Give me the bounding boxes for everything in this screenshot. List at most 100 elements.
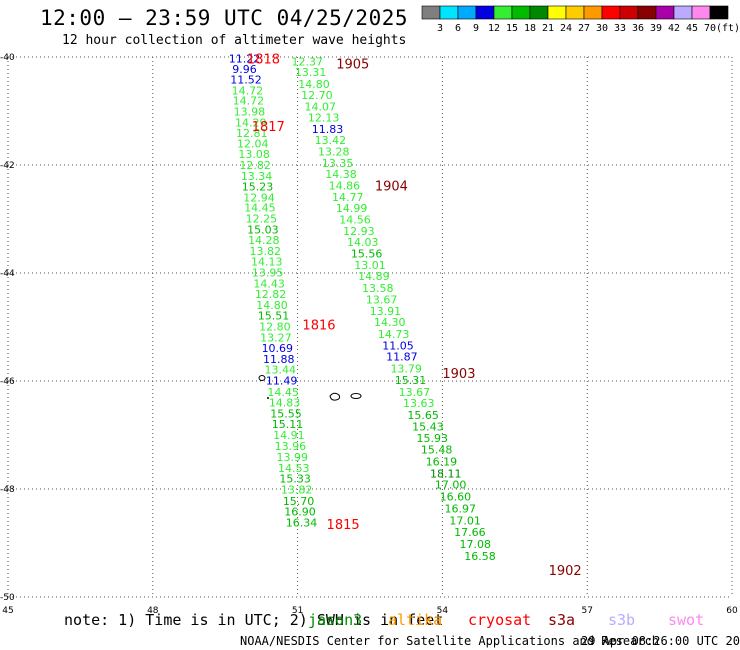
colorbar-swatch bbox=[547, 5, 567, 20]
colorbar-swatch bbox=[529, 5, 549, 20]
series-cryosat: 11.229.9611.5214.7214.7213.9814.2912.811… bbox=[229, 53, 317, 530]
data-points: 11.229.9611.5214.7214.7213.9814.2912.811… bbox=[229, 53, 496, 563]
colorbar-swatch bbox=[421, 5, 441, 20]
wave-height-point: 14.73 bbox=[378, 328, 410, 341]
colorbar-swatch bbox=[511, 5, 531, 20]
wave-height-point: 15.55 bbox=[270, 407, 302, 420]
wave-height-point: 13.95 bbox=[252, 266, 284, 279]
wave-height-point: 16.97 bbox=[445, 502, 477, 515]
wave-height-point: 14.45 bbox=[244, 202, 276, 215]
wave-height-point: 16.34 bbox=[286, 516, 318, 529]
wave-height-point: 17.66 bbox=[454, 526, 486, 539]
colorbar-label: 42 bbox=[668, 23, 680, 34]
island bbox=[258, 375, 266, 381]
colorbar-label: 30 bbox=[596, 23, 608, 34]
satellite-s3a: s3a bbox=[548, 611, 576, 629]
chart-title: 12:00 – 23:59 UTC 04/25/2025 bbox=[40, 6, 409, 30]
colorbar-swatch bbox=[493, 5, 513, 20]
wave-height-point: 12.04 bbox=[237, 137, 269, 150]
colorbar-swatch bbox=[583, 5, 603, 20]
colorbar-swatch bbox=[439, 5, 459, 20]
x-tick-label: 45 bbox=[2, 606, 13, 616]
wave-height-point: 16.90 bbox=[284, 506, 316, 519]
colorbar-swatch bbox=[475, 5, 495, 20]
wave-height-point: 14.56 bbox=[339, 214, 371, 227]
y-tick-label: -46 bbox=[0, 377, 15, 387]
wave-height-point: 14.13 bbox=[251, 256, 283, 269]
wave-height-point: 11.49 bbox=[266, 374, 298, 387]
axis-labels: 45 48 51 54 57 60 -40 -42 -44 -46 -48 -50 bbox=[0, 53, 738, 616]
wave-height-point: 12.93 bbox=[343, 225, 375, 238]
island bbox=[329, 392, 341, 401]
pass-time-label: 1816 bbox=[302, 318, 335, 333]
colorbar-swatch bbox=[637, 5, 657, 20]
wave-height-point: 13.91 bbox=[370, 305, 402, 318]
colorbar-label: 9 bbox=[473, 23, 479, 34]
wave-height-point: 12.81 bbox=[236, 127, 268, 140]
wave-height-point: 15.48 bbox=[421, 444, 453, 457]
wave-height-point: 14.86 bbox=[329, 180, 361, 193]
wave-height-point: 10.69 bbox=[262, 342, 294, 355]
wave-height-point: 14.91 bbox=[273, 429, 305, 442]
island bbox=[267, 397, 269, 399]
colorbar-swatch bbox=[655, 5, 675, 20]
series-s3a: 12.3713.3114.8012.7014.0712.1311.8313.42… bbox=[292, 55, 496, 563]
wave-height-point: 18.11 bbox=[430, 467, 462, 480]
time-labels: 1818 1905 1817 1904 1816 1903 1815 1902 bbox=[247, 53, 582, 579]
y-tick-label: -40 bbox=[0, 53, 15, 63]
colorbar-swatch bbox=[601, 5, 621, 20]
islands bbox=[258, 375, 362, 401]
wave-height-point: 17.01 bbox=[449, 514, 481, 527]
wave-height-point: 13.28 bbox=[318, 146, 350, 159]
colorbar-swatch bbox=[709, 5, 729, 20]
wave-height-point: 13.27 bbox=[260, 331, 292, 344]
wave-height-point: 13.31 bbox=[295, 66, 327, 79]
pass-time-label: 1903 bbox=[442, 367, 475, 382]
x-tick-label: 60 bbox=[726, 606, 738, 616]
wave-height-point: 13.99 bbox=[277, 451, 309, 464]
wave-height-point: 15.51 bbox=[258, 310, 290, 323]
wave-height-point: 15.31 bbox=[395, 374, 427, 387]
pass-time-label: 1902 bbox=[549, 564, 582, 579]
wave-height-point: 15.03 bbox=[247, 223, 279, 236]
y-tick-label: -44 bbox=[0, 269, 15, 279]
x-tick-label: 48 bbox=[147, 606, 159, 616]
satellite-swot: swot bbox=[668, 611, 705, 629]
wave-height-point: 11.83 bbox=[312, 123, 344, 136]
grid-lines bbox=[7, 56, 733, 598]
colorbar-label: 36 bbox=[632, 23, 644, 34]
island bbox=[350, 393, 362, 399]
wave-height-point: 15.56 bbox=[351, 248, 383, 261]
wave-height-point: 14.28 bbox=[248, 234, 280, 247]
colorbar-label: 70 bbox=[704, 23, 716, 34]
wave-height-point: 9.96 bbox=[232, 63, 257, 76]
wave-height-point: 13.82 bbox=[250, 245, 282, 258]
colorbar-label: (ft) bbox=[716, 23, 740, 34]
satellite-s3b: s3b bbox=[608, 611, 636, 629]
colorbar-swatch bbox=[619, 5, 639, 20]
wave-height-point: 14.83 bbox=[269, 397, 301, 410]
colorbar-label: 33 bbox=[614, 23, 626, 34]
wave-height-point: 14.30 bbox=[374, 316, 406, 329]
wave-height-point: 13.96 bbox=[275, 440, 307, 453]
wave-height-point: 13.08 bbox=[238, 148, 270, 161]
x-tick-label: 51 bbox=[292, 606, 303, 616]
credit-text: NOAA/NESDIS Center for Satellite Applica… bbox=[240, 634, 660, 648]
wave-height-point: 14.80 bbox=[298, 78, 330, 91]
wave-height-point: 13.79 bbox=[390, 363, 422, 376]
wave-height-point: 13.34 bbox=[241, 170, 273, 183]
wave-height-point: 12.70 bbox=[301, 89, 333, 102]
wave-height-point: 12.25 bbox=[246, 212, 278, 225]
colorbar: 3 6 9 12 15 18 21 24 27 30 33 36 39 42 45 70 (ft) bbox=[421, 5, 740, 34]
colorbar-label: 3 bbox=[437, 23, 443, 34]
wave-height-point: 14.53 bbox=[278, 462, 310, 475]
pass-time-label: 1905 bbox=[336, 57, 369, 72]
wave-height-point: 13.82 bbox=[281, 484, 313, 497]
wave-height-point: 11.88 bbox=[263, 353, 295, 366]
colorbar-label: 6 bbox=[455, 23, 461, 34]
wave-height-point: 12.82 bbox=[255, 288, 287, 301]
wave-height-point: 12.13 bbox=[308, 111, 340, 124]
wave-height-point: 14.29 bbox=[235, 116, 267, 129]
wave-height-point: 14.72 bbox=[233, 95, 265, 108]
